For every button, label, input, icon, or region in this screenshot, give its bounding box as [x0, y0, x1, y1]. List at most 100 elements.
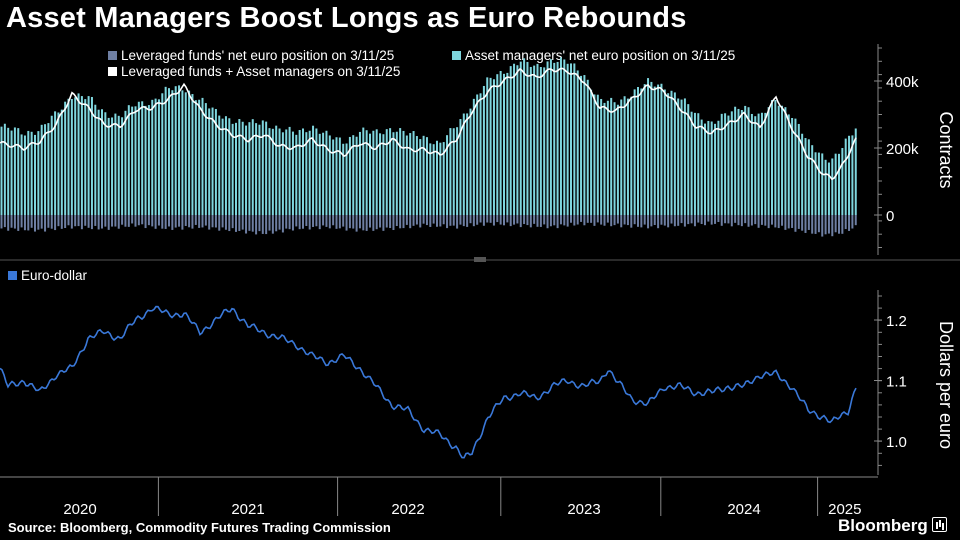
- bar-leveraged: [583, 215, 586, 226]
- bar-leveraged: [680, 215, 683, 224]
- bar-asset-managers: [680, 99, 683, 215]
- bar-leveraged: [553, 215, 556, 226]
- bar-leveraged: [469, 215, 472, 224]
- bar-asset-managers: [291, 131, 294, 215]
- bar-leveraged: [271, 215, 274, 234]
- bar-asset-managers: [781, 105, 784, 215]
- legend-swatch-combined: [108, 67, 117, 76]
- x-tick-label: 2020: [63, 501, 96, 518]
- bar-leveraged: [677, 215, 680, 226]
- bar-asset-managers: [841, 148, 844, 215]
- bar-leveraged: [513, 215, 516, 225]
- bar-asset-managers: [305, 132, 308, 215]
- bar-leveraged: [814, 215, 817, 234]
- bar-leveraged: [312, 215, 315, 227]
- bar-asset-managers: [161, 93, 164, 215]
- bar-asset-managers: [194, 100, 197, 215]
- bar-asset-managers: [90, 96, 93, 215]
- bar-asset-managers: [54, 111, 57, 215]
- bar-asset-managers: [295, 134, 298, 215]
- bar-asset-managers: [593, 94, 596, 215]
- bar-asset-managers: [47, 123, 50, 215]
- bar-asset-managers: [198, 99, 201, 215]
- bar-leveraged: [3, 215, 6, 228]
- bar-leveraged: [275, 215, 278, 232]
- bar-leveraged: [358, 215, 361, 229]
- bar-leveraged: [265, 215, 268, 235]
- bar-asset-managers: [482, 85, 485, 215]
- bar-leveraged: [201, 215, 204, 228]
- bar-asset-managers: [181, 90, 184, 215]
- bar-leveraged: [221, 215, 224, 228]
- bar-asset-managers: [442, 142, 445, 215]
- bar-asset-managers: [235, 122, 237, 215]
- bar-leveraged: [7, 215, 10, 231]
- bar-leveraged: [757, 215, 760, 228]
- bar-leveraged: [325, 215, 328, 227]
- legend-combined: Leveraged funds + Asset managers on 3/11…: [108, 64, 400, 79]
- bar-leveraged: [168, 215, 170, 227]
- bar-asset-managers: [218, 115, 221, 215]
- panel-divider-handle: [474, 257, 486, 262]
- bar-asset-managers: [362, 127, 365, 215]
- bar-asset-managers: [519, 61, 522, 215]
- bar-leveraged: [211, 215, 214, 228]
- bar-leveraged: [730, 215, 733, 227]
- bar-leveraged: [245, 215, 248, 234]
- bar-asset-managers: [137, 101, 140, 215]
- bar-leveraged: [526, 215, 529, 226]
- bar-leveraged: [714, 215, 717, 224]
- bar-leveraged: [486, 215, 489, 223]
- bar-leveraged: [107, 215, 110, 230]
- bar-asset-managers: [157, 99, 160, 215]
- bar-leveraged: [137, 215, 140, 226]
- legend-eurusd: Euro-dollar: [8, 268, 87, 283]
- bar-asset-managers: [382, 134, 385, 215]
- bar-leveraged: [318, 215, 321, 230]
- bar-asset-managers: [231, 123, 234, 215]
- bar-leveraged: [117, 215, 120, 229]
- bar-leveraged: [687, 215, 690, 225]
- bar-asset-managers: [824, 159, 827, 215]
- bar-asset-managers: [559, 57, 562, 215]
- bar-asset-managers: [683, 98, 686, 215]
- bar-asset-managers: [590, 89, 593, 215]
- bar-leveraged: [707, 215, 710, 222]
- legend-swatch-leveraged: [108, 51, 117, 60]
- bar-leveraged: [127, 215, 130, 227]
- bar-leveraged: [375, 215, 378, 230]
- bar-asset-managers: [188, 90, 191, 215]
- bar-asset-managers: [452, 128, 455, 215]
- bar-leveraged: [184, 215, 187, 226]
- bar-leveraged: [720, 215, 723, 226]
- bar-leveraged: [797, 215, 800, 229]
- bar-leveraged: [13, 215, 16, 229]
- bar-asset-managers: [358, 131, 361, 215]
- bar-asset-managers: [241, 121, 244, 215]
- bar-leveraged: [332, 215, 335, 226]
- bar-asset-managers: [111, 117, 114, 215]
- bar-asset-managers: [640, 88, 643, 215]
- bar-asset-managers: [214, 108, 217, 215]
- bar-leveraged: [154, 215, 157, 229]
- bar-leveraged: [459, 215, 462, 225]
- bar-asset-managers: [228, 118, 231, 215]
- bar-leveraged: [181, 215, 184, 230]
- bar-leveraged: [573, 215, 576, 226]
- bar-asset-managers: [794, 118, 797, 215]
- bar-asset-managers: [151, 99, 154, 215]
- brand-text: Bloomberg: [838, 516, 928, 535]
- y-tick-label-dollars: 1.0: [886, 434, 907, 451]
- bar-asset-managers: [687, 104, 690, 215]
- bar-leveraged: [348, 215, 351, 229]
- bar-leveraged: [57, 215, 60, 227]
- bar-leveraged: [278, 215, 281, 230]
- bar-asset-managers: [630, 96, 633, 215]
- line-combined: [0, 67, 857, 181]
- bar-asset-managers: [757, 113, 760, 215]
- bar-leveraged: [660, 215, 663, 225]
- bar-leveraged: [529, 215, 532, 228]
- bar-asset-managers: [626, 98, 629, 215]
- bar-asset-managers: [425, 137, 428, 215]
- bar-leveraged: [248, 215, 251, 231]
